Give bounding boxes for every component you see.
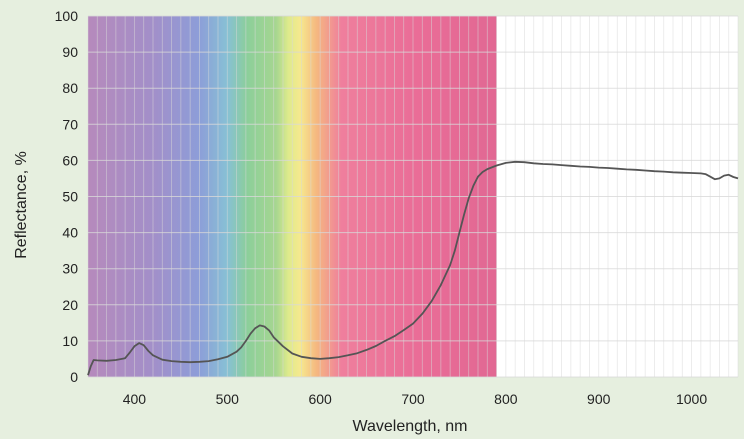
x-tick-label: 600 bbox=[308, 391, 332, 407]
reflectance-line bbox=[87, 160, 739, 376]
y-tick-label: 100 bbox=[55, 8, 79, 24]
y-tick-label: 80 bbox=[62, 80, 78, 96]
y-tick-label: 50 bbox=[62, 189, 78, 205]
y-tick-label: 0 bbox=[70, 369, 78, 385]
y-axis-label: Reflectance, % bbox=[13, 151, 30, 259]
x-tick-label: 800 bbox=[494, 391, 518, 407]
grid bbox=[87, 15, 739, 378]
x-tick-label: 500 bbox=[216, 391, 240, 407]
x-tick-label: 1000 bbox=[676, 391, 707, 407]
y-axis-ticks: 0 10 20 30 40 50 60 70 80 90 100 bbox=[55, 8, 79, 385]
y-tick-label: 70 bbox=[62, 116, 78, 132]
y-tick-label: 60 bbox=[62, 152, 78, 168]
y-tick-label: 40 bbox=[62, 225, 78, 241]
x-axis-ticks: 400 500 600 700 800 900 1000 bbox=[123, 391, 708, 407]
y-tick-label: 20 bbox=[62, 297, 78, 313]
x-tick-label: 400 bbox=[123, 391, 147, 407]
x-tick-label: 900 bbox=[587, 391, 611, 407]
x-axis-label: Wavelength, nm bbox=[352, 418, 467, 435]
y-tick-label: 30 bbox=[62, 261, 78, 277]
data-line-group bbox=[87, 160, 739, 376]
y-tick-label: 10 bbox=[62, 333, 78, 349]
x-tick-label: 700 bbox=[401, 391, 425, 407]
y-tick-label: 90 bbox=[62, 44, 78, 60]
